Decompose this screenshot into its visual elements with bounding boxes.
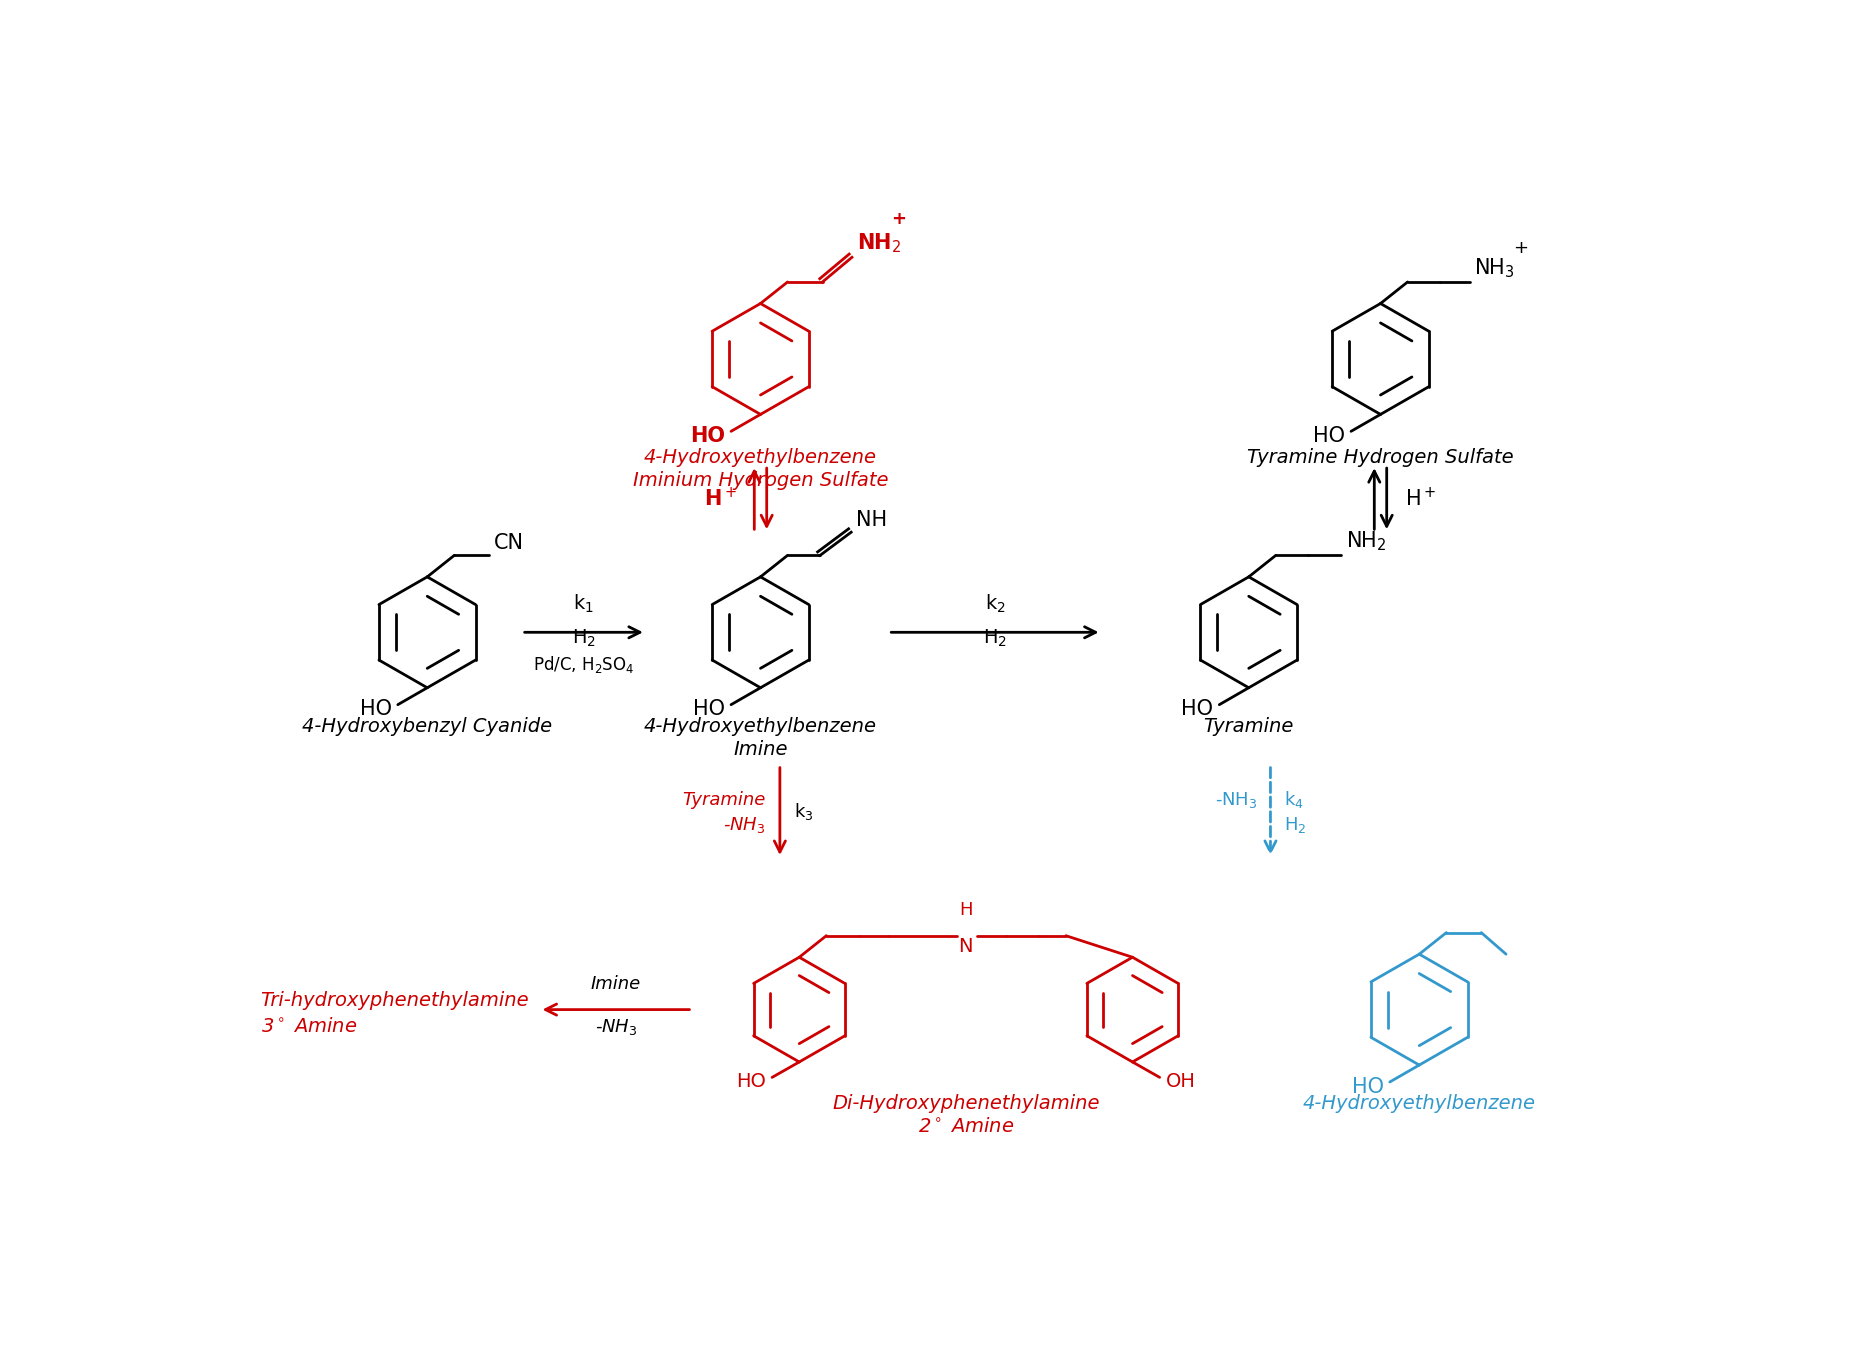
Text: 4-Hydroxyethylbenzene: 4-Hydroxyethylbenzene <box>1302 1093 1535 1112</box>
Text: NH$_2$: NH$_2$ <box>1345 530 1386 553</box>
Text: HO: HO <box>689 425 725 446</box>
Text: k$_3$: k$_3$ <box>794 801 813 822</box>
Text: Tyramine: Tyramine <box>1203 717 1295 736</box>
Text: CN: CN <box>493 533 523 553</box>
Text: HO: HO <box>1313 425 1345 446</box>
Text: Pd/C, H$_2$SO$_4$: Pd/C, H$_2$SO$_4$ <box>532 654 635 675</box>
Text: k$_2$: k$_2$ <box>984 593 1005 615</box>
Text: H$^+$: H$^+$ <box>1405 486 1436 511</box>
Text: +: + <box>891 210 906 228</box>
Text: 4-Hydroxyethylbenzene: 4-Hydroxyethylbenzene <box>644 449 876 467</box>
Text: HO: HO <box>1181 699 1212 720</box>
Text: -NH$_3$: -NH$_3$ <box>594 1016 637 1037</box>
Text: -NH$_3$: -NH$_3$ <box>1214 790 1257 810</box>
Text: Imine: Imine <box>590 974 641 993</box>
Text: Tri-hydroxyphenethylamine: Tri-hydroxyphenethylamine <box>262 991 529 1009</box>
Text: Di-Hydroxyphenethylamine: Di-Hydroxyphenethylamine <box>831 1093 1100 1112</box>
Text: HO: HO <box>736 1072 766 1092</box>
Text: Tyramine: Tyramine <box>682 791 766 809</box>
Text: H$_2$: H$_2$ <box>1285 816 1308 835</box>
Text: 3$^\circ$ Amine: 3$^\circ$ Amine <box>262 1018 357 1037</box>
Text: Tyramine Hydrogen Sulfate: Tyramine Hydrogen Sulfate <box>1248 449 1513 467</box>
Text: N: N <box>958 938 973 957</box>
Text: -NH$_3$: -NH$_3$ <box>723 816 766 835</box>
Text: H$_2$: H$_2$ <box>572 627 596 649</box>
Text: H: H <box>958 901 973 919</box>
Text: NH$_3$: NH$_3$ <box>1474 256 1515 279</box>
Text: H$^+$: H$^+$ <box>704 486 736 511</box>
Text: Imine: Imine <box>734 740 788 759</box>
Text: HO: HO <box>1352 1077 1384 1096</box>
Text: HO: HO <box>693 699 725 720</box>
Text: k$_1$: k$_1$ <box>573 593 594 615</box>
Text: HO: HO <box>361 699 392 720</box>
Text: NH$_2$: NH$_2$ <box>857 232 900 255</box>
Text: H$_2$: H$_2$ <box>983 627 1007 649</box>
Text: 4-Hydroxybenzyl Cyanide: 4-Hydroxybenzyl Cyanide <box>303 717 553 736</box>
Text: NH: NH <box>856 509 887 530</box>
Text: 4-Hydroxyethylbenzene: 4-Hydroxyethylbenzene <box>644 717 876 736</box>
Text: Iminium Hydrogen Sulfate: Iminium Hydrogen Sulfate <box>633 472 889 491</box>
Text: OH: OH <box>1166 1072 1196 1092</box>
Text: +: + <box>1513 240 1528 257</box>
Text: 2$^\circ$ Amine: 2$^\circ$ Amine <box>917 1117 1014 1135</box>
Text: k$_4$: k$_4$ <box>1285 789 1304 810</box>
